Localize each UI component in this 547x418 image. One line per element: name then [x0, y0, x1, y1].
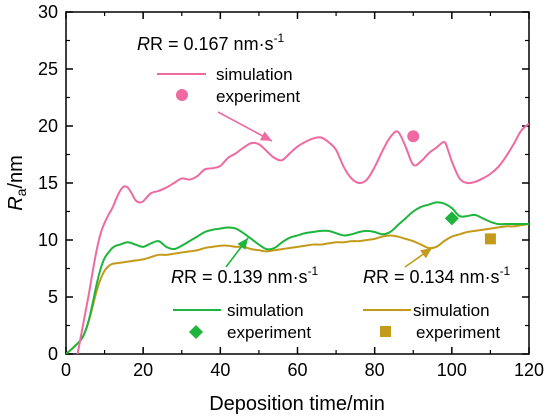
green-legend-exp: experiment	[227, 323, 311, 342]
green-experiment-point	[444, 211, 459, 226]
x-tick-label: 20	[133, 360, 153, 380]
green-arrow-head	[237, 238, 248, 250]
gold-rate-text: R = 0.134 nm·s	[376, 267, 500, 287]
x-tick-label: 0	[61, 360, 71, 380]
x-tick-label: 100	[437, 360, 467, 380]
gold-arrow-head	[420, 248, 432, 259]
y-tick-label: 10	[38, 230, 58, 250]
gold-rate-sup: -1	[500, 264, 511, 278]
gold-simulation-line	[66, 223, 529, 354]
gold-experiment-point	[484, 233, 496, 245]
pink-simulation-line	[76, 122, 529, 354]
gold-legend-sim: simulation	[413, 301, 490, 320]
green-rate-text: R = 0.139 nm·s	[184, 267, 308, 287]
green-simulation-line	[66, 201, 529, 354]
green-legend-sim: simulation	[227, 301, 304, 320]
pink-arrow-head	[259, 131, 272, 141]
gold-legend-marker	[380, 326, 391, 337]
y-tick-label: 30	[38, 2, 58, 22]
y-tick-label: 15	[38, 173, 58, 193]
x-tick-label: 80	[365, 360, 385, 380]
y-axis-title: Ra/nm	[5, 155, 29, 211]
y-tick-label: 25	[38, 59, 58, 79]
y-axis-title-sub: a	[13, 188, 29, 196]
axes: 0 20 40 60 80 100 120 0 5 10 15 20 25 30	[38, 2, 544, 380]
pink-rate-text: R = 0.167 nm·s	[150, 34, 274, 54]
green-legend-marker	[189, 325, 203, 339]
annotation-arrows	[217, 111, 433, 268]
green-rate-sup: -1	[308, 264, 319, 278]
y-tick-label: 5	[48, 287, 58, 307]
x-tick-label: 40	[210, 360, 230, 380]
green-rate-label: RR = 0.139 nm·s-1	[171, 264, 319, 287]
pink-experiment-point	[407, 130, 420, 143]
series-lines	[66, 122, 529, 354]
gold-legend-exp: experiment	[416, 323, 500, 342]
y-tick-label: 0	[48, 344, 58, 364]
experiment-markers	[407, 130, 496, 245]
pink-legend-exp: experiment	[216, 87, 300, 106]
y-axis-title-unit: /nm	[5, 155, 27, 188]
pink-rate-label: RR = 0.167 nm·s-1	[137, 31, 285, 54]
pink-legend-marker	[176, 89, 188, 101]
y-tick-label: 20	[38, 116, 58, 136]
x-axis-title: Deposition time/min	[209, 393, 385, 415]
x-tick-label: 120	[514, 360, 544, 380]
gold-rate-label: RR = 0.134 nm·s-1	[363, 264, 511, 287]
x-tick-label: 60	[287, 360, 307, 380]
pink-legend-sim: simulation	[216, 65, 293, 84]
pink-rate-sup: -1	[274, 31, 285, 45]
y-axis-title-main: R	[5, 196, 27, 210]
